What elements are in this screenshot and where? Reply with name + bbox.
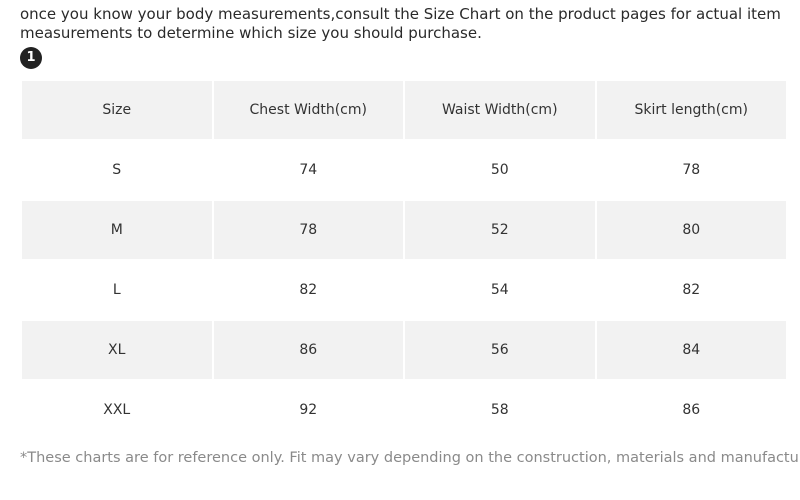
cell-size: XXL [22, 381, 212, 439]
size-chart-table: Size Chest Width(cm) Waist Width(cm) Ski… [20, 79, 788, 441]
cell-waist-width: 58 [405, 381, 595, 439]
table-row: L 82 54 82 [22, 261, 786, 319]
intro-text: once you know your body measurements,con… [20, 5, 781, 42]
cell-chest-width: 92 [213, 381, 403, 439]
table-header-row: Size Chest Width(cm) Waist Width(cm) Ski… [22, 81, 786, 139]
cell-chest-width: 82 [213, 261, 403, 319]
cell-size: M [22, 201, 212, 259]
table-row: M 78 52 80 [22, 201, 786, 259]
table-row: XL 86 56 84 [22, 321, 786, 379]
cell-size: L [22, 261, 212, 319]
cell-waist-width: 54 [405, 261, 595, 319]
cell-skirt-length: 78 [596, 141, 786, 199]
header-size: Size [22, 81, 212, 139]
reference-footnote: *These charts are for reference only. Fi… [20, 450, 800, 466]
cell-chest-width: 78 [213, 201, 403, 259]
cell-waist-width: 52 [405, 201, 595, 259]
cell-waist-width: 56 [405, 321, 595, 379]
cell-skirt-length: 80 [596, 201, 786, 259]
table-row: XXL 92 58 86 [22, 381, 786, 439]
cell-skirt-length: 84 [596, 321, 786, 379]
step-number-badge: 1 [20, 47, 42, 69]
cell-size: S [22, 141, 212, 199]
cell-waist-width: 50 [405, 141, 595, 199]
header-skirt-length: Skirt length(cm) [596, 81, 786, 139]
cell-chest-width: 86 [213, 321, 403, 379]
header-chest-width: Chest Width(cm) [213, 81, 403, 139]
cell-chest-width: 74 [213, 141, 403, 199]
cell-skirt-length: 82 [596, 261, 786, 319]
cell-size: XL [22, 321, 212, 379]
cell-skirt-length: 86 [596, 381, 786, 439]
table-row: S 74 50 78 [22, 141, 786, 199]
header-waist-width: Waist Width(cm) [405, 81, 595, 139]
